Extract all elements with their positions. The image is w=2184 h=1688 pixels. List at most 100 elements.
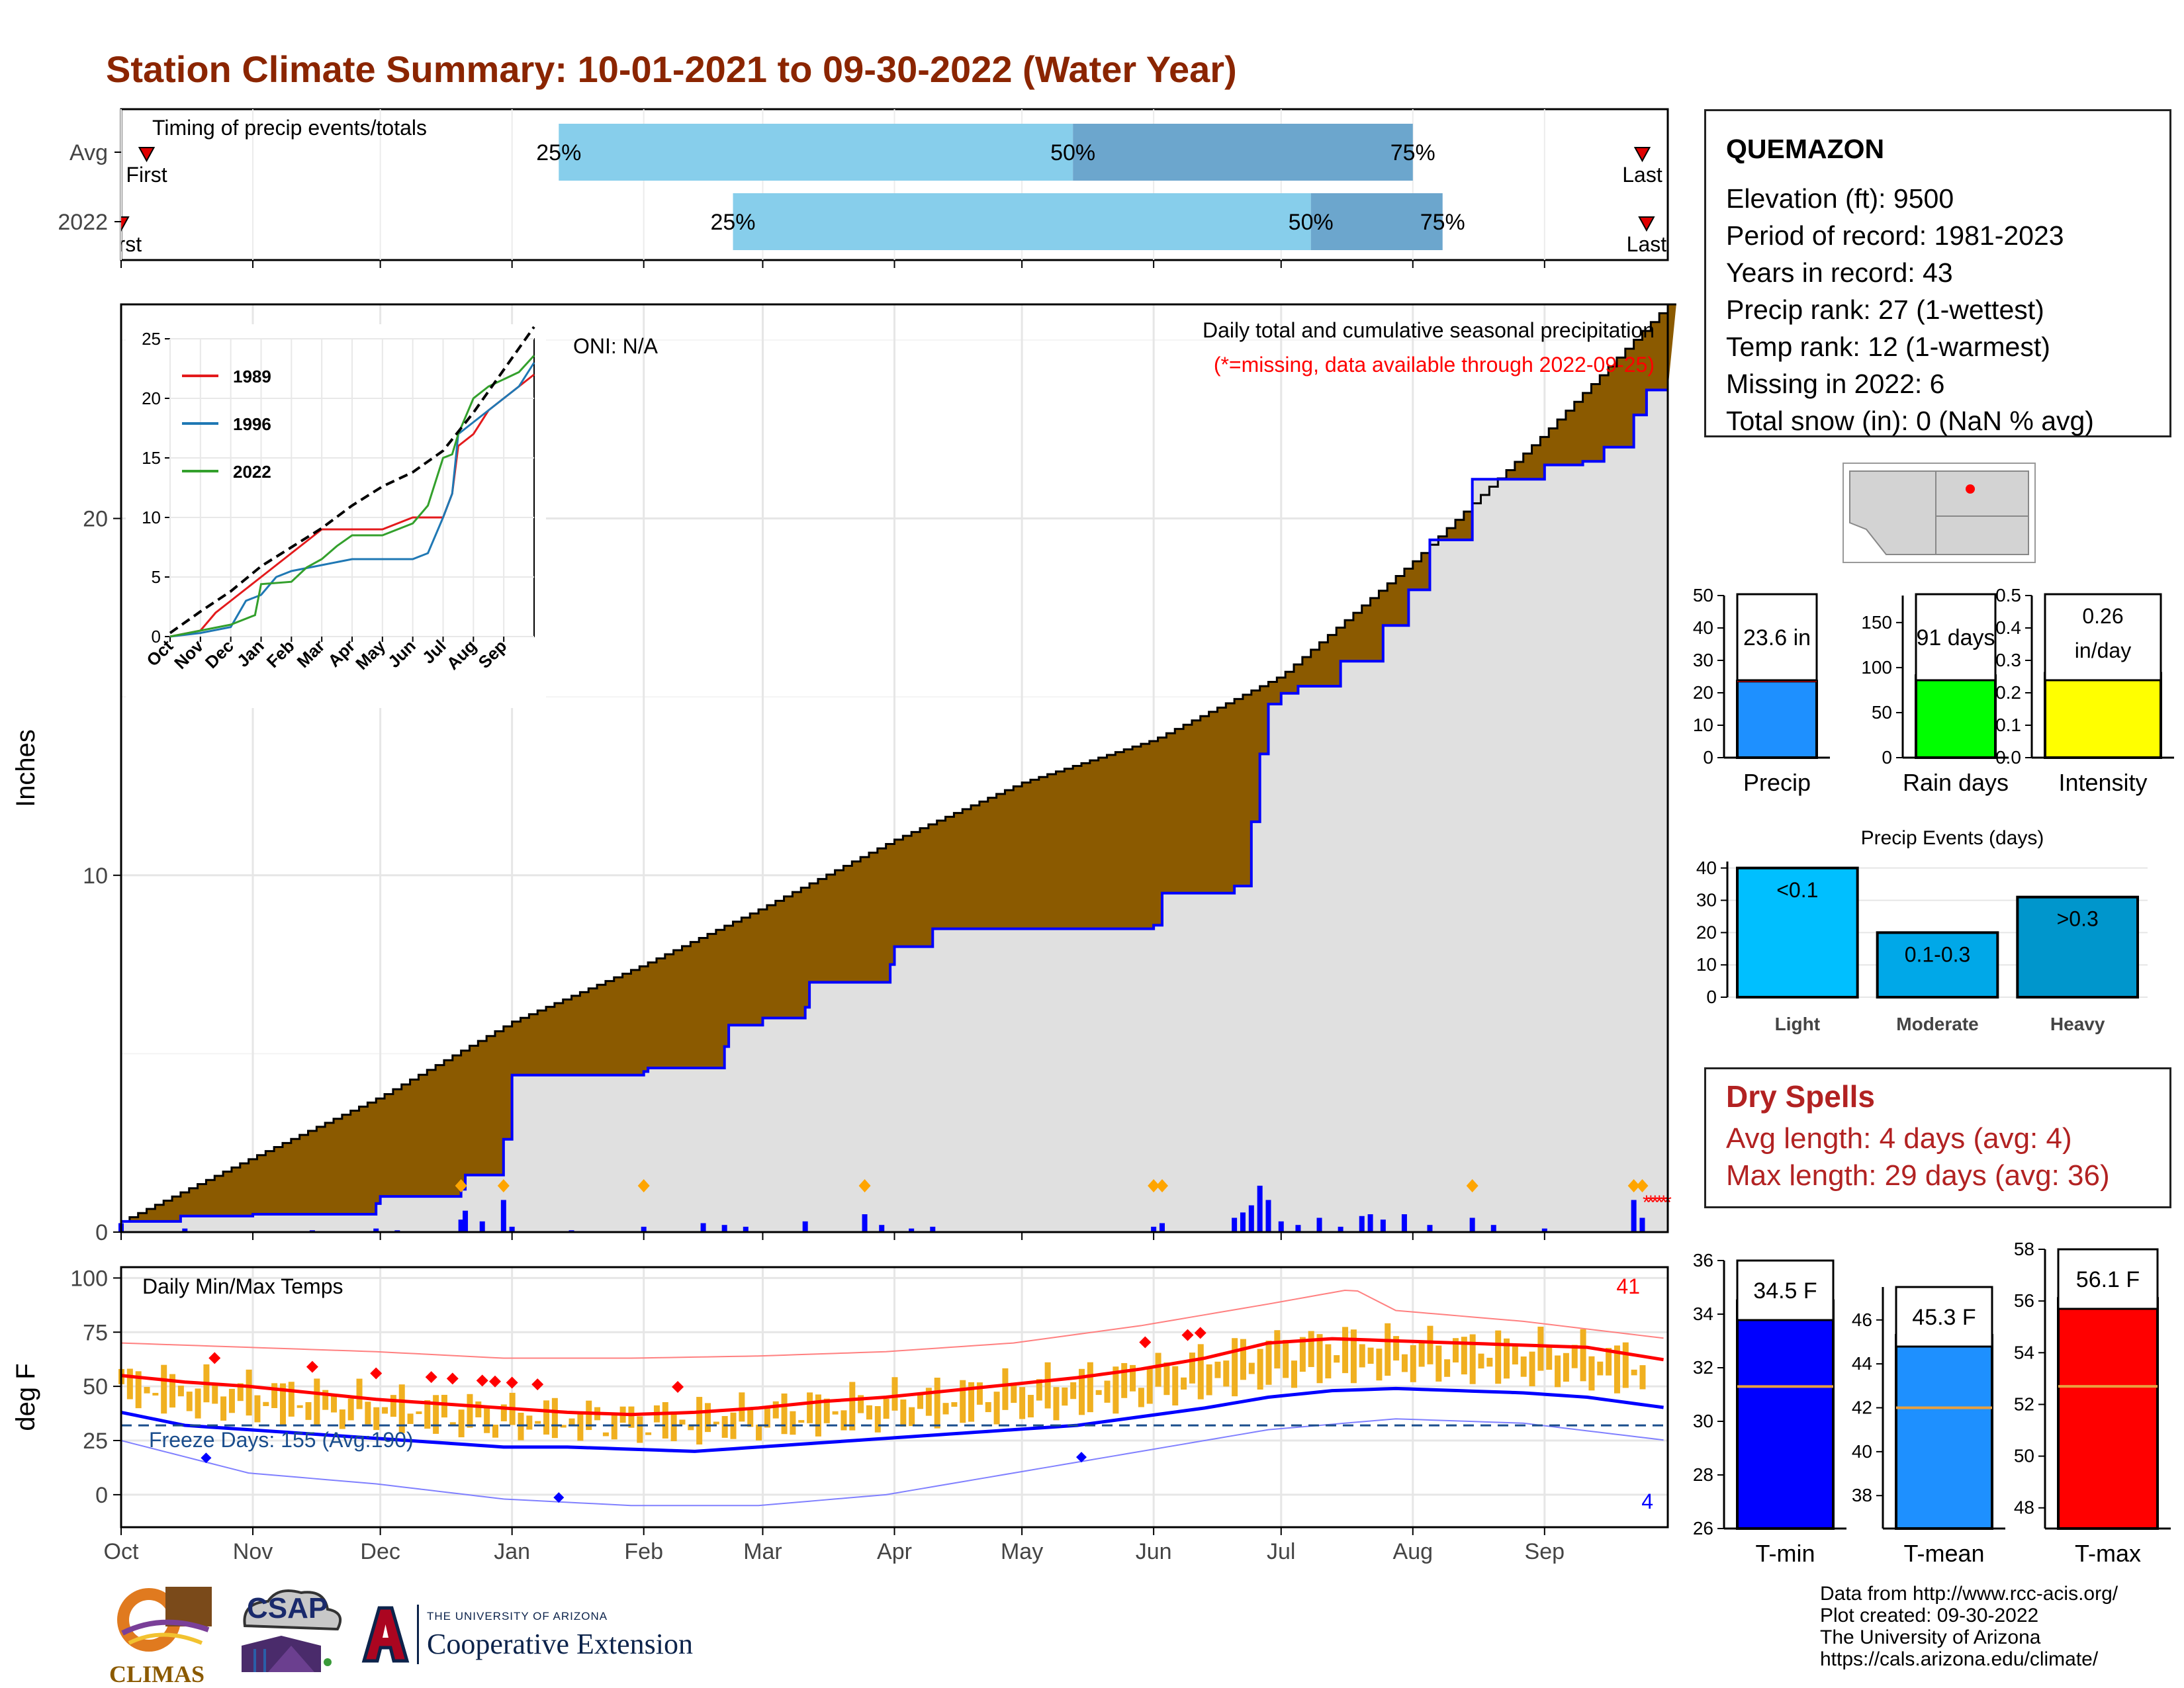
daily-temp-bar xyxy=(152,1392,159,1396)
inset-legend-label: 1996 xyxy=(233,414,271,434)
station-info-line: Period of record: 1981-2023 xyxy=(1726,220,2064,251)
y-tick-label: 0 xyxy=(95,1220,108,1245)
daily-temp-bar xyxy=(1053,1387,1060,1421)
events-y-tick-label: 10 xyxy=(1696,954,1717,975)
summary-value: 23.6 in xyxy=(1743,625,1811,650)
pct-label: 25% xyxy=(536,140,581,165)
daily-temp-bar xyxy=(934,1378,940,1429)
pct-label: 50% xyxy=(1050,140,1095,165)
record-low-marker xyxy=(553,1492,565,1503)
daily-temp-bar xyxy=(993,1392,1000,1425)
precip-inset-panel: 0510152025OctNovDecJanFebMarAprMayJunJul… xyxy=(126,324,546,708)
daily-temp-bar xyxy=(177,1386,184,1397)
daily-temp-bar xyxy=(1512,1345,1518,1365)
y-tick-label: 75 xyxy=(83,1320,108,1345)
summary-value-box xyxy=(1895,1286,1993,1348)
daily-temp-bar xyxy=(449,1422,456,1425)
daily-temp-bar xyxy=(356,1378,363,1409)
summary-y-tick-label: 0 xyxy=(1882,747,1892,768)
temp-panel: 0 25 50 75 100 Oct Nov Dec Jan Feb Mar Apr May Jun Jul… xyxy=(11,1266,1669,1564)
summary-y-tick-label: 150 xyxy=(1861,612,1892,633)
daily-temp-bar xyxy=(1571,1345,1578,1368)
heavy-day-marker xyxy=(1627,1179,1640,1192)
csap-logo-text: CSAP xyxy=(247,1592,328,1624)
daily-temp-bar xyxy=(976,1382,983,1405)
daily-temp-bar xyxy=(161,1364,167,1414)
avg-cumulative-line xyxy=(121,303,1676,1223)
daily-temp-bar xyxy=(467,1394,473,1428)
daily-temp-bar xyxy=(569,1418,575,1426)
last-event-marker xyxy=(1638,216,1655,232)
csap-cloud-icon xyxy=(242,1589,341,1672)
daily-temp-bar xyxy=(424,1400,431,1429)
avg-min-line xyxy=(120,1386,1664,1453)
daily-temp-bar xyxy=(713,1421,719,1425)
daily-temp-bar xyxy=(433,1395,439,1434)
daily-temp-bar xyxy=(1435,1345,1442,1382)
summary-y-tick-label: 30 xyxy=(1693,650,1713,670)
daily-temp-bar xyxy=(705,1403,711,1433)
heavy-day-marker xyxy=(1148,1179,1160,1192)
daily-temp-bar xyxy=(1342,1327,1349,1374)
daily-temp-bar xyxy=(314,1378,320,1427)
summary-value-box xyxy=(1736,593,1818,682)
daily-precip-bar xyxy=(1490,1225,1496,1232)
x-tick-label: Aug xyxy=(1393,1539,1433,1564)
daily-precip-bar xyxy=(1541,1228,1547,1232)
station-info-line: Elevation (ft): 9500 xyxy=(1726,183,1954,214)
record-high-marker xyxy=(506,1376,518,1389)
summary-y-tick-label: 36 xyxy=(1693,1250,1713,1270)
summary-y-tick-label: 42 xyxy=(1852,1398,1872,1418)
y-tick-label: 50 xyxy=(83,1374,108,1399)
x-tick-label: Oct xyxy=(104,1539,139,1564)
daily-temp-bar xyxy=(1418,1341,1425,1367)
daily-temp-bar xyxy=(135,1371,142,1409)
record-high-marker xyxy=(1194,1327,1206,1339)
daily-temp-bar xyxy=(246,1369,252,1416)
daily-precip-bar xyxy=(700,1223,706,1232)
daily-precip-bar xyxy=(1469,1218,1475,1232)
event-bar-label: >0.3 xyxy=(2057,907,2099,931)
ua-logo: THE UNIVERSITY OF ARIZONA Cooperative Ex… xyxy=(361,1605,758,1677)
daily-temp-bar xyxy=(1206,1364,1212,1396)
station-info-line: Temp rank: 12 (1-warmest) xyxy=(1726,332,2050,362)
summary-bar xyxy=(1736,1299,1835,1530)
precip-missing-note: (*=missing, data available through 2022-… xyxy=(1214,353,1655,377)
dry-spells-avg: Avg length: 4 days (avg: 4) xyxy=(1726,1122,2072,1155)
timing-row-label: Avg xyxy=(69,140,108,165)
daily-temp-bar xyxy=(909,1407,915,1427)
daily-temp-bar xyxy=(1546,1345,1553,1370)
daily-temp-bar xyxy=(144,1386,150,1394)
daily-precip-bar xyxy=(743,1226,749,1232)
x-tick-label: Feb xyxy=(624,1539,663,1564)
daily-temp-bar xyxy=(781,1393,788,1435)
record-low-marker xyxy=(1075,1452,1087,1463)
last-event-marker xyxy=(1633,147,1651,163)
daily-temp-bar xyxy=(1376,1349,1383,1381)
daily-temp-bar xyxy=(832,1411,839,1415)
daily-temp-bar xyxy=(807,1392,813,1423)
daily-temp-bar xyxy=(1452,1338,1459,1363)
page-title: Station Climate Summary: 10-01-2021 to 0… xyxy=(106,48,1237,90)
daily-temp-bar xyxy=(1044,1362,1051,1409)
summary-y-tick-label: 44 xyxy=(1852,1353,1872,1374)
daily-temp-bar xyxy=(1597,1361,1604,1376)
summary-value-box xyxy=(2044,593,2162,682)
first-event-marker xyxy=(138,147,156,163)
daily-temp-bar xyxy=(1104,1380,1111,1403)
daily-temp-bar xyxy=(1316,1334,1323,1384)
daily-temp-bar xyxy=(883,1398,889,1419)
daily-precip-bar xyxy=(802,1221,808,1232)
daily-temp-bar xyxy=(1113,1366,1119,1414)
daily-temp-bar xyxy=(1163,1362,1170,1396)
timing-title: Timing of precip events/totals xyxy=(152,116,427,140)
daily-precip-bar xyxy=(930,1226,936,1232)
summary-y-tick-label: 20 xyxy=(1693,682,1713,703)
daily-temp-bar xyxy=(849,1382,856,1431)
daily-temp-bar xyxy=(1504,1338,1510,1379)
event-category-label: Heavy xyxy=(2050,1014,2105,1034)
daily-temp-bar xyxy=(416,1411,422,1415)
summary-value: 45.3 F xyxy=(1912,1305,1976,1330)
x-tick-label: Nov xyxy=(233,1539,273,1564)
daily-temp-bar xyxy=(1070,1382,1077,1399)
